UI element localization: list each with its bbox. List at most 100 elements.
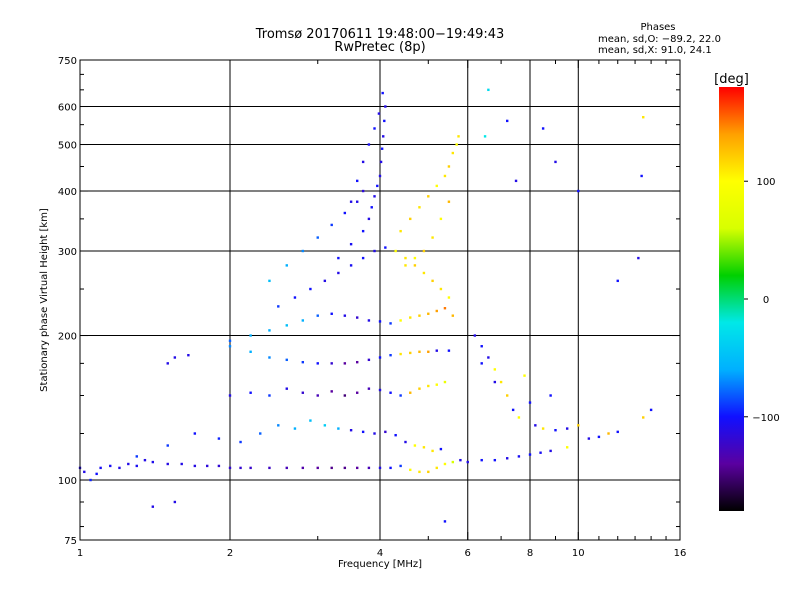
data-point xyxy=(487,88,490,92)
data-point xyxy=(228,394,232,397)
data-point xyxy=(389,322,392,325)
data-point xyxy=(389,466,392,470)
data-point xyxy=(399,464,402,468)
data-point xyxy=(435,383,438,386)
chart-subtitle: RwPretec (8p) xyxy=(334,40,426,55)
data-point xyxy=(549,449,552,453)
data-point xyxy=(293,296,297,299)
data-point xyxy=(193,432,197,435)
data-point xyxy=(447,296,451,299)
data-point xyxy=(316,362,319,365)
data-point xyxy=(435,466,438,470)
colorbar-tick-label: 0 xyxy=(763,295,769,306)
data-point xyxy=(459,458,462,462)
data-point xyxy=(637,256,640,260)
data-point xyxy=(361,160,365,164)
data-point xyxy=(309,287,312,291)
data-point xyxy=(99,466,102,470)
data-point xyxy=(549,394,552,397)
y-tick-label: 100 xyxy=(58,476,77,487)
data-point xyxy=(228,339,232,343)
data-point xyxy=(268,394,271,397)
data-point xyxy=(466,460,469,464)
x-tick-label: 6 xyxy=(465,548,471,559)
data-point xyxy=(330,362,333,365)
data-point xyxy=(277,424,280,427)
data-point xyxy=(404,440,407,444)
data-point xyxy=(384,246,387,249)
data-point xyxy=(505,394,509,397)
data-point xyxy=(447,200,451,203)
data-point xyxy=(554,160,557,164)
data-point xyxy=(330,312,333,315)
data-point xyxy=(383,119,386,123)
data-point xyxy=(349,242,353,246)
data-point xyxy=(355,360,359,364)
data-point xyxy=(517,416,521,419)
data-point xyxy=(301,466,305,470)
data-point xyxy=(355,466,359,470)
data-point xyxy=(367,319,371,322)
data-point xyxy=(301,319,305,322)
data-point xyxy=(487,356,490,359)
data-point xyxy=(361,256,365,260)
data-point xyxy=(427,195,430,198)
data-point xyxy=(373,249,376,253)
data-point xyxy=(597,435,601,439)
data-point xyxy=(173,356,177,359)
data-point xyxy=(413,264,417,267)
data-point xyxy=(413,444,417,447)
data-point xyxy=(323,424,327,427)
data-point xyxy=(343,362,347,365)
data-point xyxy=(187,353,190,357)
y-tick-label: 600 xyxy=(58,103,77,114)
data-point xyxy=(394,249,397,253)
data-point xyxy=(431,449,434,453)
data-point xyxy=(285,324,288,327)
colorbar-tick-label: 100 xyxy=(756,177,775,188)
data-point xyxy=(249,391,252,394)
data-point xyxy=(378,388,382,392)
data-point xyxy=(642,116,645,119)
phase-statistics: Phases mean, sd,O: −89.2, 22.0 mean, sd,… xyxy=(598,22,721,57)
data-point xyxy=(135,455,138,458)
data-point xyxy=(577,424,580,427)
data-point xyxy=(367,217,371,221)
data-point xyxy=(277,305,280,308)
data-point xyxy=(285,466,288,470)
data-point xyxy=(381,91,384,95)
data-point xyxy=(301,249,305,253)
data-point xyxy=(367,358,371,362)
data-point xyxy=(447,165,451,168)
data-point xyxy=(399,394,402,397)
data-point xyxy=(367,143,371,146)
data-point xyxy=(418,314,421,317)
data-point xyxy=(409,391,412,394)
data-point xyxy=(427,312,430,315)
data-point xyxy=(409,468,412,472)
data-point xyxy=(151,505,155,508)
data-point xyxy=(505,119,509,123)
data-point xyxy=(404,256,407,260)
data-point xyxy=(217,437,221,440)
data-point xyxy=(301,360,305,364)
data-point xyxy=(301,391,305,394)
data-point xyxy=(431,279,434,283)
data-point xyxy=(389,391,392,394)
data-point xyxy=(361,430,365,434)
data-point xyxy=(418,206,421,209)
data-point xyxy=(534,424,537,427)
data-point xyxy=(427,384,430,388)
data-point xyxy=(337,427,340,430)
data-point xyxy=(642,416,645,419)
data-point xyxy=(431,236,434,239)
data-point xyxy=(268,466,271,470)
data-point xyxy=(367,466,371,470)
data-point xyxy=(173,500,177,504)
data-point xyxy=(127,462,130,466)
data-point xyxy=(355,316,359,319)
x-tick-label: 1 xyxy=(77,548,83,559)
data-point xyxy=(577,189,580,193)
axes: 1 2 4 6 8 10 16 75 100 200 300 400 500 600 750 xyxy=(58,56,686,559)
